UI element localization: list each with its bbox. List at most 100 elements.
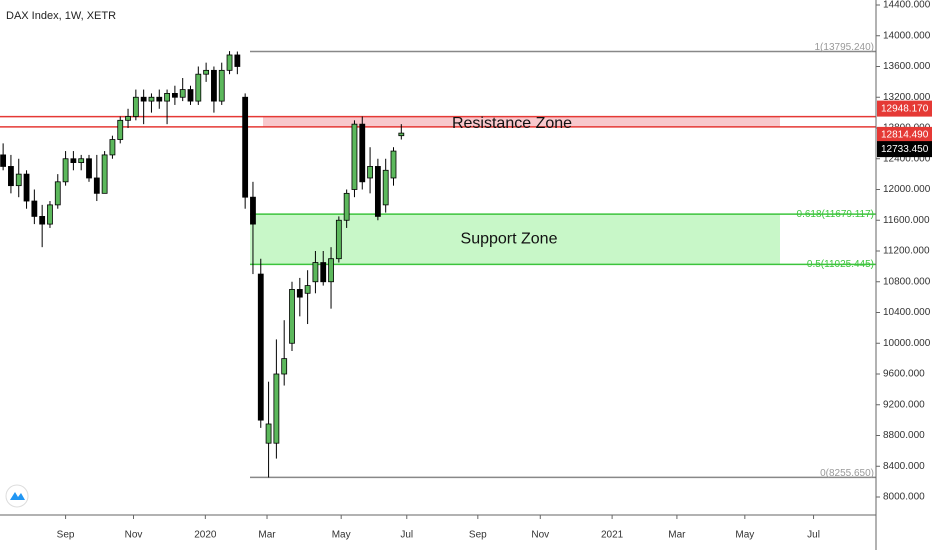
- y-tick-label: 13200.000: [883, 92, 931, 103]
- candle-body: [148, 96, 155, 102]
- support-label: 0.618(11679.117): [797, 209, 874, 220]
- candle-body: [203, 69, 210, 75]
- x-tick-label: Mar: [258, 530, 276, 541]
- candle-body: [218, 69, 225, 102]
- y-tick-label: 12000.000: [883, 184, 931, 195]
- candle-body: [257, 273, 264, 421]
- price-label-box: [877, 100, 932, 117]
- candle-body: [398, 132, 405, 137]
- y-tick-label: 9600.000: [883, 369, 925, 380]
- candle-body: [320, 262, 327, 283]
- candle-body: [39, 216, 46, 225]
- y-tick-label: 8400.000: [883, 461, 925, 472]
- candle-body: [273, 373, 280, 444]
- x-tick-label: May: [735, 530, 754, 541]
- candle-body: [164, 93, 170, 102]
- y-tick-label: 8800.000: [883, 430, 925, 441]
- y-tick-label: 14400.000: [883, 0, 931, 11]
- candle-body: [156, 96, 163, 102]
- price-label: 12948.170: [881, 103, 929, 114]
- candle-body: [304, 285, 311, 294]
- candle-body: [335, 219, 342, 260]
- price-label: 12814.490: [881, 130, 929, 141]
- candle-body: [187, 89, 194, 102]
- y-tick-label: 9200.000: [883, 399, 925, 410]
- x-tick-label: Nov: [531, 530, 549, 541]
- last-price-label: 12733.450: [881, 144, 929, 155]
- y-tick-label: 11600.000: [883, 215, 930, 226]
- candle-body: [374, 166, 381, 217]
- candle-body: [171, 93, 178, 98]
- candle-body: [0, 154, 7, 167]
- y-tick-label: 13600.000: [883, 61, 931, 72]
- y-tick-label: 14000.000: [883, 30, 931, 41]
- candles: [0, 51, 405, 478]
- chart-title: DAX Index, 1W, XETR: [6, 10, 116, 22]
- candle-body: [289, 289, 295, 344]
- candle-body: [109, 139, 116, 156]
- x-tick-label: May: [332, 530, 351, 541]
- fib-label: 0(8255.650): [820, 468, 874, 479]
- x-tick-label: Mar: [668, 530, 686, 541]
- x-tick-label: Sep: [469, 530, 487, 541]
- candle-body: [23, 173, 30, 202]
- y-tick-label: 11200.000: [883, 246, 930, 257]
- candle-body: [211, 69, 217, 102]
- resistance-zone: [263, 116, 780, 127]
- candle-body: [54, 181, 61, 206]
- candle-body: [140, 96, 147, 102]
- candle-body: [234, 54, 241, 67]
- candle-body: [195, 73, 202, 102]
- candle-body: [359, 123, 366, 183]
- candle-body: [390, 150, 397, 179]
- candle-body: [250, 196, 256, 225]
- y-tick-label: 12400.000: [883, 153, 931, 164]
- fib-label: 1(13795.240): [815, 42, 875, 53]
- x-tick-label: 2020: [194, 530, 217, 541]
- candle-body: [328, 258, 334, 283]
- candle-body: [382, 169, 389, 206]
- y-tick-label: 10000.000: [883, 338, 931, 349]
- zones: 0.618(11679.117) 0.5(11025.445) Support Zo…: [0, 42, 876, 479]
- price-label-box: [877, 126, 932, 143]
- candle-body: [62, 158, 69, 183]
- logo: [5, 484, 29, 508]
- support-title: Support Zone: [461, 231, 558, 248]
- candle-body: [312, 262, 319, 283]
- x-tick-label: Nov: [125, 530, 143, 541]
- candle-body: [296, 289, 303, 298]
- candle-body: [367, 166, 373, 179]
- candle-body: [86, 158, 92, 179]
- candle-body: [47, 204, 53, 225]
- candle-body: [78, 158, 85, 163]
- candle-body: [70, 158, 77, 163]
- candle-body: [281, 358, 288, 375]
- candle-body: [31, 200, 38, 217]
- candle-body: [351, 123, 358, 190]
- resistance-title: Resistance Zone: [452, 115, 572, 132]
- y-tick-label: 8000.000: [883, 492, 925, 503]
- candle-body: [242, 96, 249, 198]
- x-tick-label: 2021: [601, 530, 624, 541]
- candle-body: [132, 96, 139, 117]
- candle-body: [343, 192, 350, 221]
- candle-body: [8, 166, 14, 187]
- candle-body: [226, 54, 233, 71]
- candle-body: [179, 89, 186, 98]
- candle-body: [117, 119, 124, 140]
- candle-body: [125, 116, 131, 121]
- candle-body: [101, 154, 108, 194]
- candle-body: [93, 177, 100, 194]
- candle-body: [265, 423, 272, 444]
- x-tick-label: Jul: [807, 530, 820, 541]
- support-label: 0.5(11025.445): [807, 259, 874, 270]
- last-price-box: [877, 141, 932, 158]
- y-tick-label: 10800.000: [883, 276, 931, 287]
- x-tick-label: Jul: [400, 530, 413, 541]
- candle-body: [15, 173, 22, 187]
- x-tick-label: Sep: [57, 530, 75, 541]
